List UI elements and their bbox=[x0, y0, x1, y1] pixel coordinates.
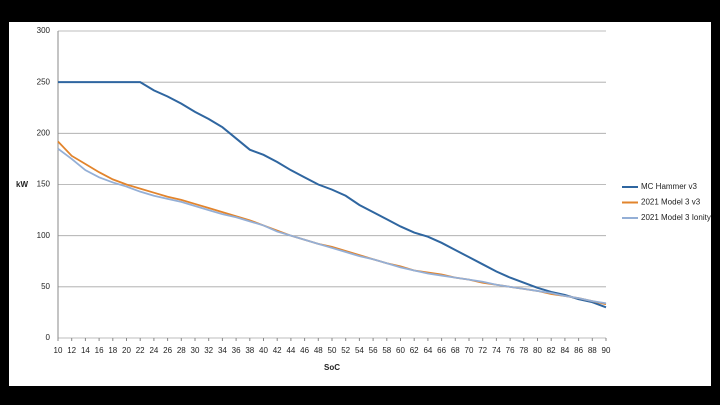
x-tick-label: 44 bbox=[286, 346, 295, 355]
x-tick-label: 66 bbox=[437, 346, 446, 355]
x-tick-label: 40 bbox=[259, 346, 268, 355]
x-tick-label: 18 bbox=[108, 346, 117, 355]
x-tick-label: 36 bbox=[232, 346, 241, 355]
y-tick-label: 250 bbox=[37, 77, 51, 86]
x-tick-label: 78 bbox=[519, 346, 528, 355]
x-tick-label: 68 bbox=[451, 346, 460, 355]
x-tick-label: 32 bbox=[204, 346, 213, 355]
y-tick-label: 50 bbox=[41, 282, 50, 291]
x-tick-label: 70 bbox=[465, 346, 474, 355]
y-tick-label: 0 bbox=[46, 333, 51, 342]
x-tick-label: 56 bbox=[369, 346, 378, 355]
x-tick-label: 84 bbox=[560, 346, 569, 355]
x-tick-label: 16 bbox=[95, 346, 104, 355]
x-tick-label: 24 bbox=[149, 346, 158, 355]
y-tick-label: 200 bbox=[37, 128, 51, 137]
legend-label: 2021 Model 3 Ionity bbox=[641, 213, 711, 222]
series-line bbox=[57, 147, 607, 305]
x-tick-label: 30 bbox=[191, 346, 200, 355]
x-tick-label: 46 bbox=[300, 346, 309, 355]
x-tick-label: 38 bbox=[245, 346, 254, 355]
x-tick-label: 14 bbox=[81, 346, 90, 355]
x-tick-label: 34 bbox=[218, 346, 227, 355]
chart-area bbox=[9, 22, 711, 386]
legend-label: 2021 Model 3 v3 bbox=[641, 198, 701, 207]
legend-label: MC Hammer v3 bbox=[641, 182, 698, 191]
y-tick-label: 150 bbox=[37, 180, 51, 189]
x-tick-label: 42 bbox=[273, 346, 282, 355]
x-tick-label: 48 bbox=[314, 346, 323, 355]
y-axis-label: kW bbox=[16, 180, 28, 189]
y-tick-label: 100 bbox=[37, 231, 51, 240]
x-tick-label: 58 bbox=[382, 346, 391, 355]
x-tick-label: 10 bbox=[54, 346, 63, 355]
x-tick-label: 20 bbox=[122, 346, 131, 355]
x-tick-label: 72 bbox=[478, 346, 487, 355]
x-tick-label: 90 bbox=[602, 346, 611, 355]
x-tick-label: 28 bbox=[177, 346, 186, 355]
x-tick-label: 52 bbox=[341, 346, 350, 355]
x-tick-label: 80 bbox=[533, 346, 542, 355]
x-tick-label: 88 bbox=[588, 346, 597, 355]
series-line bbox=[58, 81, 607, 309]
x-axis-label: SoC bbox=[324, 363, 340, 372]
x-tick-label: 82 bbox=[547, 346, 556, 355]
y-tick-label: 300 bbox=[37, 26, 51, 35]
x-tick-label: 54 bbox=[355, 346, 364, 355]
x-tick-label: 26 bbox=[163, 346, 172, 355]
x-tick-label: 12 bbox=[67, 346, 76, 355]
x-tick-label: 76 bbox=[506, 346, 515, 355]
x-tick-label: 60 bbox=[396, 346, 405, 355]
x-tick-label: 62 bbox=[410, 346, 419, 355]
x-tick-label: 22 bbox=[136, 346, 145, 355]
x-tick-label: 86 bbox=[574, 346, 583, 355]
x-tick-label: 74 bbox=[492, 346, 501, 355]
x-tick-label: 64 bbox=[423, 346, 432, 355]
x-tick-label: 50 bbox=[328, 346, 337, 355]
